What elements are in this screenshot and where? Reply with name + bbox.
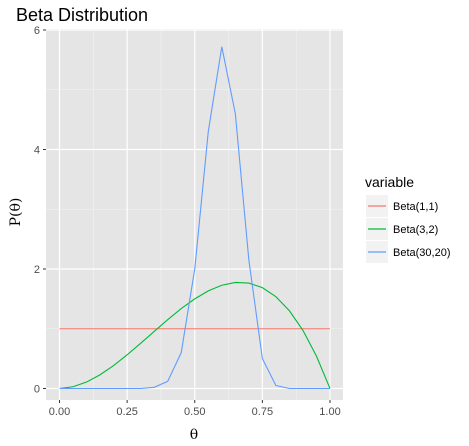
series-lines	[59, 46, 331, 390]
y-tick-label: 2	[34, 264, 40, 276]
y-tick-label: 0	[34, 384, 40, 396]
legend: variable Beta(1,1) Beta(3,2) Beta(30,20)	[365, 174, 450, 263]
x-axis-title: θ	[190, 427, 198, 443]
legend-label: Beta(3,2)	[393, 224, 438, 236]
y-axis-title: P(θ)	[8, 198, 24, 227]
x-tick-label: 0.50	[184, 406, 205, 418]
series-line	[59, 281, 331, 390]
x-tick-label: 0.75	[252, 406, 273, 418]
axis-ticks: 0.00 0.25 0.50 0.75 1.00 0 2 4 6	[34, 25, 341, 418]
y-tick-label: 6	[34, 25, 40, 37]
x-tick-label: 1.00	[319, 406, 340, 418]
legend-label: Beta(30,20)	[393, 247, 450, 259]
series-line	[59, 46, 330, 390]
x-tick-label: 0.00	[49, 406, 70, 418]
chart-title: Beta Distribution	[16, 5, 148, 25]
legend-label: Beta(1,1)	[393, 201, 438, 213]
x-tick-label: 0.25	[116, 406, 137, 418]
legend-title: variable	[365, 174, 414, 190]
y-tick-label: 4	[34, 145, 40, 157]
